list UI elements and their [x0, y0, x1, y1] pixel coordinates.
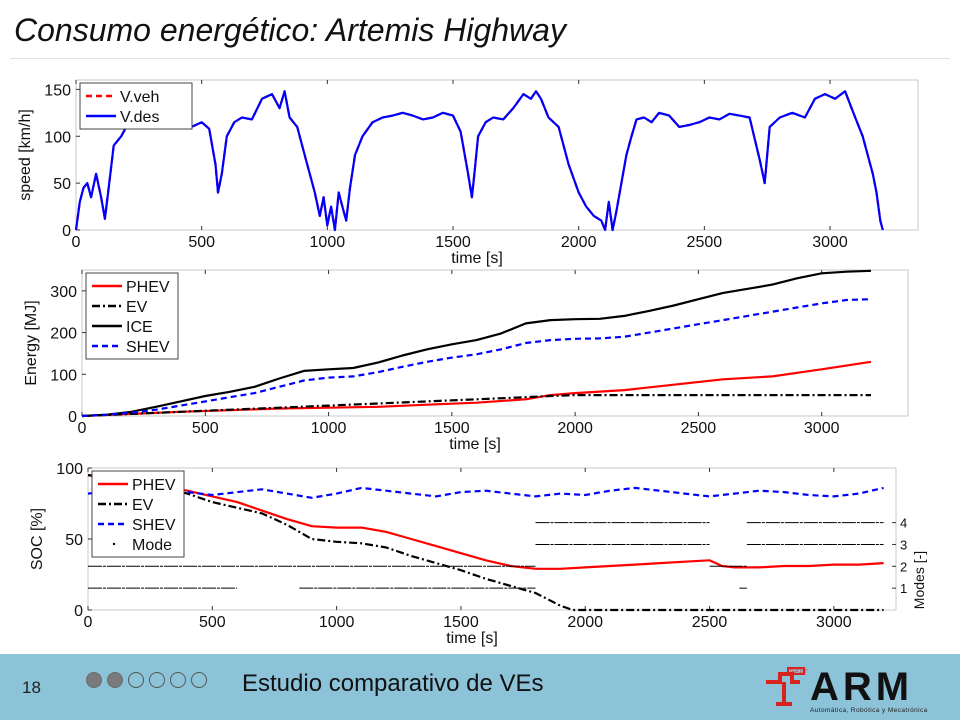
legend-box [79, 82, 193, 130]
x-tick-label: 500 [192, 420, 219, 437]
y-tick-label: 300 [50, 284, 77, 301]
soc-chart: 0 500 1000 1500 2000 2500 3000 0 50 100 time [s] SO… [29, 461, 927, 647]
y-tick-label: 0 [74, 603, 83, 620]
legend-label: V.veh [120, 89, 159, 106]
x-tick-label: 0 [84, 614, 93, 631]
legend-label: PHEV [132, 477, 176, 494]
y-tick-label: 100 [56, 461, 83, 478]
x-tick-label: 1500 [435, 234, 471, 251]
speed-chart: 0 500 1000 1500 2000 2500 3000 0 50 100 150 time [s… [17, 79, 919, 267]
x-tick-label: 0 [72, 234, 81, 251]
y-tick-label: 150 [44, 82, 71, 99]
y2-tick-label: 4 [900, 516, 907, 531]
x-tick-label: 2500 [681, 420, 717, 437]
page-number: 18 [22, 678, 41, 697]
footer-bar: 18 Estudio comparativo de VEs TEP197 ARM… [0, 654, 960, 720]
x-tick-label: 2000 [557, 420, 593, 437]
x-tick-label: 1500 [434, 420, 470, 437]
x-tick-label: 1000 [319, 614, 355, 631]
x-tick-label: 0 [78, 420, 87, 437]
x-tick-label: 3000 [812, 234, 848, 251]
legend-label: V.des [120, 109, 159, 126]
series-phev [87, 474, 884, 570]
series-ice [81, 269, 872, 418]
x-tick-label: 2000 [567, 614, 603, 631]
y-tick-label: 50 [65, 532, 83, 549]
y-tick-label: 50 [53, 176, 71, 193]
footer-text: Estudio comparativo de VEs [242, 670, 544, 697]
logo-badge: TEP197 [789, 669, 807, 675]
y-axis-label: Energy [MJ] [23, 300, 40, 385]
progress-dot [107, 672, 123, 688]
series-ev [81, 394, 871, 418]
y2-axis-label: Modes [-] [911, 551, 927, 609]
legend-label: EV [126, 299, 148, 316]
series-shev [87, 486, 884, 499]
legend-label: PHEV [126, 279, 170, 296]
x-tick-label: 3000 [816, 614, 852, 631]
legend-label: SHEV [126, 339, 170, 356]
y2-tick-label: 1 [900, 581, 907, 596]
legend: V.veh V.des [79, 82, 193, 130]
legend: PHEV EV SHEV Mode [91, 470, 185, 558]
series-shev [81, 298, 872, 418]
title-divider [10, 58, 950, 59]
progress-dot [149, 672, 165, 688]
y2-tick-label: 2 [900, 559, 907, 574]
x-axis-label: time [s] [449, 436, 501, 453]
x-tick-label: 500 [199, 614, 226, 631]
x-tick-label: 3000 [804, 420, 840, 437]
x-axis-label: time [s] [446, 630, 498, 647]
progress-dot [86, 672, 102, 688]
plot-area [81, 269, 909, 417]
progress-dots [86, 672, 207, 688]
y-tick-label: 200 [50, 326, 77, 343]
y-axis-label: speed [km/h] [17, 109, 34, 201]
legend: PHEV EV ICE SHEV [85, 272, 179, 360]
series-v-des [74, 90, 884, 232]
x-tick-label: 2000 [561, 234, 597, 251]
x-tick-label: 500 [188, 234, 215, 251]
y-axis-label: SOC [%] [29, 508, 46, 570]
y-tick-label: 0 [62, 223, 71, 240]
slide-title: Consumo energético: Artemis Highway [14, 12, 566, 48]
series-ev [87, 474, 884, 612]
legend-label: SHEV [132, 517, 176, 534]
progress-dot [128, 672, 144, 688]
legend-swatch [112, 542, 116, 546]
x-tick-label: 1000 [310, 234, 346, 251]
arm-logo: TEP197 ARM Automática, Robótica y Mecatr… [766, 665, 928, 714]
x-tick-label: 2500 [687, 234, 723, 251]
x-tick-label: 2500 [692, 614, 728, 631]
legend-label: Mode [132, 537, 172, 554]
x-tick-label: 1000 [311, 420, 347, 437]
y2-tick-label: 3 [900, 537, 907, 552]
legend-label: ICE [126, 319, 153, 336]
legend-box [91, 470, 185, 558]
y-tick-label: 100 [44, 129, 71, 146]
series-mode [88, 522, 884, 589]
x-tick-label: 1500 [443, 614, 479, 631]
progress-dot [191, 672, 207, 688]
legend-label: EV [132, 497, 154, 514]
logo-wordmark: ARM [810, 665, 913, 709]
x-axis-label: time [s] [451, 250, 503, 267]
y-tick-label: 0 [68, 409, 77, 426]
robot-arm-icon: TEP197 [766, 667, 807, 706]
progress-dot [170, 672, 186, 688]
legend-box [85, 272, 179, 360]
logo-subtitle: Automática, Robótica y Mecatrónica [810, 707, 928, 714]
y-tick-label: 100 [50, 367, 77, 384]
plot-area [75, 79, 919, 231]
plot-area [87, 467, 897, 611]
energy-chart: 0 500 1000 1500 2000 2500 3000 0 100 200 300 time [… [23, 269, 909, 453]
